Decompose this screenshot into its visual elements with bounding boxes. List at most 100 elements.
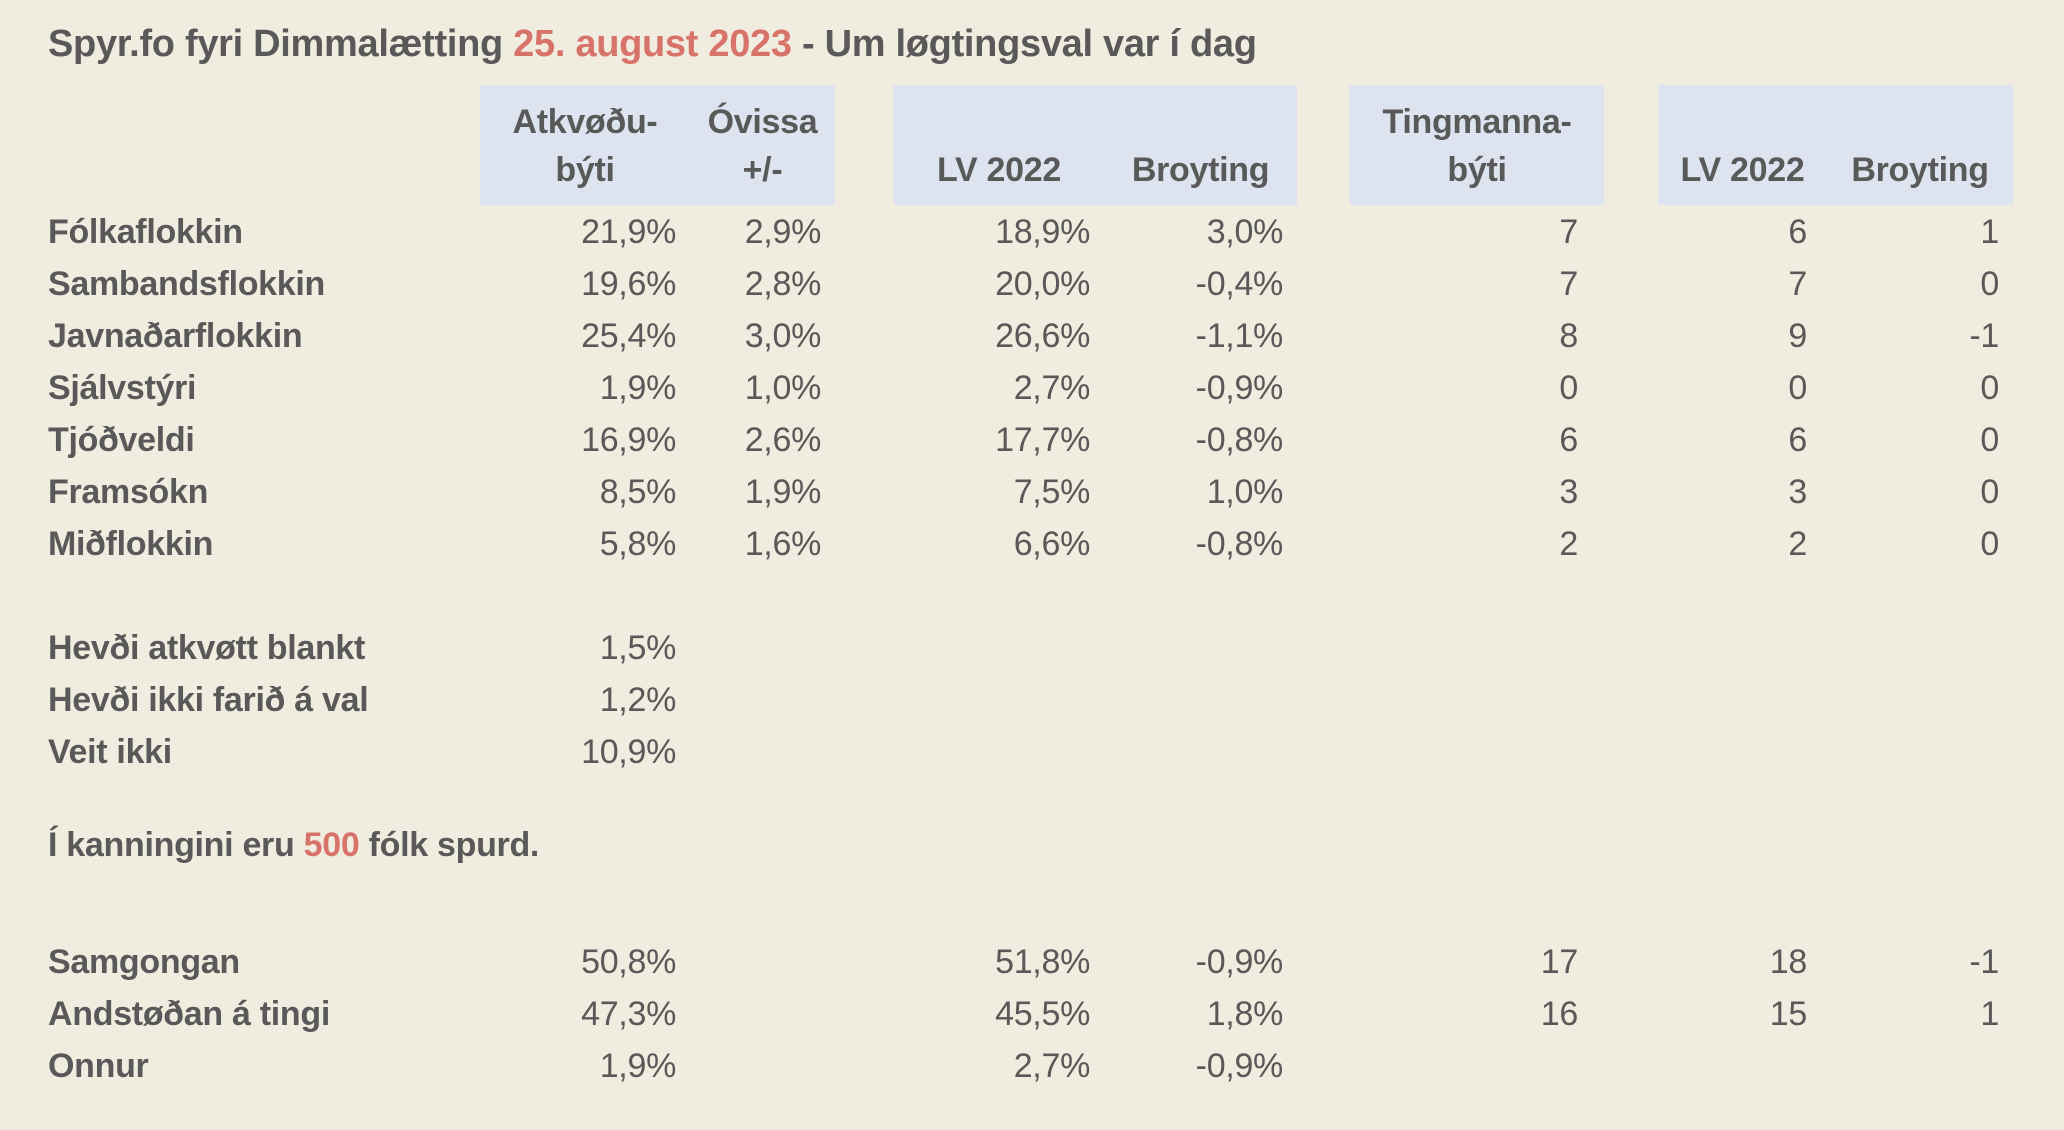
header-seats-line2: býti bbox=[1447, 150, 1507, 189]
cell-share-lv2022: 20,0% bbox=[995, 264, 1090, 303]
cell-share-change: 3,0% bbox=[1206, 212, 1284, 251]
cell-seats: 7 bbox=[1559, 264, 1578, 303]
cell-uncertainty: 1,0% bbox=[744, 368, 822, 407]
cell-uncertainty: 3,0% bbox=[744, 316, 822, 355]
bloc-name: Samgongan bbox=[48, 942, 240, 981]
header-gap-2 bbox=[1297, 85, 1350, 205]
header-block-votes: Atkvøðu- Óvissa býti +/- bbox=[480, 85, 835, 205]
cell-seats: 0 bbox=[1559, 368, 1578, 407]
cell-share: 25,4% bbox=[581, 316, 676, 355]
title-suffix: - Um løgtingsval var í dag bbox=[801, 23, 1257, 65]
header-gap-3 bbox=[1604, 85, 1658, 205]
cell-seats: 17 bbox=[1540, 942, 1579, 981]
cell-share-change: 1,0% bbox=[1206, 472, 1284, 511]
cell-seats-lv2022: 7 bbox=[1788, 264, 1807, 303]
cell-seats-lv2022: 18 bbox=[1769, 942, 1808, 981]
party-name: Sjálvstýri bbox=[48, 368, 197, 407]
party-row: Sambandsflokkin 19,6% 2,8% 20,0% -0,4% 7… bbox=[48, 258, 2013, 310]
bloc-rows: Samgongan 50,8% 51,8% -0,9% 17 18 -1 And… bbox=[48, 936, 2013, 1092]
cell-seats-change: 1 bbox=[1980, 212, 1999, 251]
cell-uncertainty: 1,6% bbox=[744, 524, 822, 563]
cell-share-lv2022: 17,7% bbox=[995, 420, 1090, 459]
cell-share: 1,9% bbox=[599, 1046, 677, 1085]
non-voter-label: Hevði ikki farið á val bbox=[48, 680, 369, 719]
cell-seats-lv2022: 0 bbox=[1788, 368, 1807, 407]
cell-share: 47,3% bbox=[581, 994, 676, 1033]
non-voter-rows: Hevði atkvøtt blankt 1,5% Hevði ikki far… bbox=[48, 622, 2013, 778]
bloc-row: Andstøðan á tingi 47,3% 45,5% 1,8% 16 15… bbox=[48, 988, 2013, 1040]
cell-seats-lv2022: 2 bbox=[1788, 524, 1807, 563]
bloc-name: Onnur bbox=[48, 1046, 149, 1085]
sample-size-note: Í kanningini eru 500 fólk spurd. bbox=[48, 819, 539, 871]
party-name: Sambandsflokkin bbox=[48, 264, 326, 303]
title-prefix: Spyr.fo fyri Dimmalætting bbox=[48, 23, 503, 65]
header-votes-line1: Atkvøðu- bbox=[512, 102, 658, 141]
cell-uncertainty: 1,9% bbox=[744, 472, 822, 511]
cell-share-lv2022: 6,6% bbox=[1013, 524, 1091, 563]
non-voter-label: Veit ikki bbox=[48, 732, 172, 771]
cell-seats-change: 1 bbox=[1980, 994, 1999, 1033]
cell-share: 50,8% bbox=[581, 942, 676, 981]
cell-share-change: -0,8% bbox=[1195, 420, 1284, 459]
cell-seats-change: -1 bbox=[1969, 316, 1999, 355]
bloc-row: Onnur 1,9% 2,7% -0,9% bbox=[48, 1040, 2013, 1092]
cell-share-change: -0,9% bbox=[1195, 942, 1284, 981]
party-row: Javnaðarflokkin 25,4% 3,0% 26,6% -1,1% 8… bbox=[48, 310, 2013, 362]
header-row: Atkvøðu- Óvissa býti +/- LV 2022 Broytin… bbox=[48, 85, 2013, 205]
party-name: Javnaðarflokkin bbox=[48, 316, 303, 355]
header-block-seats-compare: LV 2022 Broyting bbox=[1658, 85, 2013, 205]
header-block-votes-compare: LV 2022 Broyting bbox=[894, 85, 1297, 205]
cell-share: 10,9% bbox=[581, 732, 676, 771]
bloc-row: Samgongan 50,8% 51,8% -0,9% 17 18 -1 bbox=[48, 936, 2013, 988]
cell-share-lv2022: 45,5% bbox=[995, 994, 1090, 1033]
non-voter-row: Hevði atkvøtt blankt 1,5% bbox=[48, 622, 2013, 674]
party-name: Fólkaflokkin bbox=[48, 212, 243, 251]
non-voter-row: Hevði ikki farið á val 1,2% bbox=[48, 674, 2013, 726]
cell-uncertainty: 2,8% bbox=[744, 264, 822, 303]
header-votes-lv2022: LV 2022 bbox=[937, 150, 1061, 189]
cell-uncertainty: 2,6% bbox=[744, 420, 822, 459]
cell-share-change: -0,9% bbox=[1195, 368, 1284, 407]
cell-seats-change: 0 bbox=[1980, 264, 1999, 303]
cell-seats-lv2022: 3 bbox=[1788, 472, 1807, 511]
header-votes-line2: býti bbox=[555, 150, 615, 189]
note-prefix: Í kanningini eru bbox=[48, 826, 295, 864]
cell-share-change: -0,8% bbox=[1195, 524, 1284, 563]
cell-seats: 8 bbox=[1559, 316, 1578, 355]
note-suffix: fólk spurd. bbox=[368, 826, 540, 864]
cell-share-lv2022: 7,5% bbox=[1013, 472, 1091, 511]
cell-share-change: -0,4% bbox=[1195, 264, 1284, 303]
cell-seats-change: 0 bbox=[1980, 472, 1999, 511]
cell-share: 16,9% bbox=[581, 420, 676, 459]
cell-share: 5,8% bbox=[599, 524, 677, 563]
cell-share-lv2022: 2,7% bbox=[1013, 1046, 1091, 1085]
note-count: 500 bbox=[303, 826, 360, 864]
cell-uncertainty: 2,9% bbox=[744, 212, 822, 251]
party-name: Framsókn bbox=[48, 472, 209, 511]
party-row: Tjóðveldi 16,9% 2,6% 17,7% -0,8% 6 6 0 bbox=[48, 414, 2013, 466]
cell-share: 8,5% bbox=[599, 472, 677, 511]
cell-share-change: 1,8% bbox=[1206, 994, 1284, 1033]
party-rows: Fólkaflokkin 21,9% 2,9% 18,9% 3,0% 7 6 1… bbox=[48, 206, 2013, 570]
header-votes-broyting: Broyting bbox=[1131, 150, 1270, 189]
cell-seats-lv2022: 6 bbox=[1788, 420, 1807, 459]
cell-seats-lv2022: 9 bbox=[1788, 316, 1807, 355]
header-uncertainty-line1: Óvissa bbox=[707, 102, 818, 141]
title-date: 25. august 2023 bbox=[513, 23, 792, 65]
cell-seats-lv2022: 6 bbox=[1788, 212, 1807, 251]
party-name: Miðflokkin bbox=[48, 524, 214, 563]
header-block-seats: Tingmanna- býti bbox=[1350, 85, 1604, 205]
party-row: Framsókn 8,5% 1,9% 7,5% 1,0% 3 3 0 bbox=[48, 466, 2013, 518]
cell-seats: 6 bbox=[1559, 420, 1578, 459]
header-uncertainty-line2: +/- bbox=[742, 150, 783, 189]
non-voter-row: Veit ikki 10,9% bbox=[48, 726, 2013, 778]
cell-seats: 3 bbox=[1559, 472, 1578, 511]
party-name: Tjóðveldi bbox=[48, 420, 195, 459]
page-title: Spyr.fo fyri Dimmalætting 25. august 202… bbox=[48, 22, 1257, 66]
cell-seats-lv2022: 15 bbox=[1769, 994, 1808, 1033]
cell-share: 1,9% bbox=[599, 368, 677, 407]
cell-share: 1,5% bbox=[599, 628, 677, 667]
cell-seats-change: 0 bbox=[1980, 524, 1999, 563]
cell-share-change: -1,1% bbox=[1195, 316, 1284, 355]
cell-share: 19,6% bbox=[581, 264, 676, 303]
